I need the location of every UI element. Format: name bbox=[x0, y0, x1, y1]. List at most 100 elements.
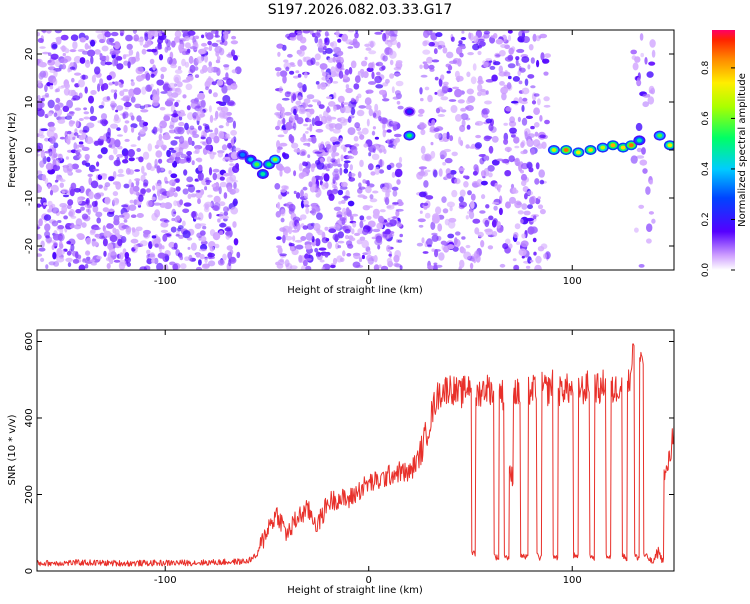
heatmap-noise-blob bbox=[163, 115, 171, 122]
heatmap-noise-blob bbox=[294, 239, 303, 243]
heatmap-noise-blob bbox=[218, 125, 224, 129]
heatmap-noise-blob bbox=[340, 181, 348, 188]
heatmap-noise-blob bbox=[49, 135, 56, 144]
heatmap-noise-blob bbox=[212, 152, 217, 155]
heatmap-noise-blob bbox=[184, 122, 189, 131]
heatmap-noise-blob bbox=[174, 136, 181, 140]
heatmap-noise-blob bbox=[386, 245, 391, 252]
heatmap-noise-blob bbox=[478, 41, 486, 47]
heatmap-noise-blob bbox=[136, 148, 141, 152]
heatmap-noise-blob bbox=[503, 138, 509, 145]
heatmap-noise-blob bbox=[317, 84, 322, 88]
heatmap-noise-blob bbox=[73, 142, 78, 150]
heatmap-noise-blob bbox=[155, 183, 162, 191]
heatmap-noise-blob bbox=[420, 74, 428, 78]
heatmap-noise-blob bbox=[200, 189, 205, 196]
heatmap-noise-blob bbox=[636, 147, 643, 153]
heatmap-noise-blob bbox=[640, 52, 644, 58]
heatmap-noise-blob bbox=[288, 226, 293, 235]
heatmap-noise-blob bbox=[112, 197, 120, 206]
heatmap-noise-blob bbox=[430, 141, 434, 146]
heatmap-noise-blob bbox=[345, 87, 353, 94]
heatmap-noise-blob bbox=[362, 205, 370, 211]
heatmap-noise-blob bbox=[343, 162, 349, 169]
heatmap-noise-blob bbox=[106, 263, 111, 269]
heatmap-noise-blob bbox=[233, 188, 240, 194]
heatmap-signal-peak bbox=[628, 143, 634, 148]
heatmap-noise-blob bbox=[163, 219, 170, 223]
heatmap-noise-blob bbox=[171, 217, 176, 222]
heatmap-noise-blob bbox=[291, 142, 299, 149]
heatmap-noise-blob bbox=[119, 252, 124, 260]
heatmap-noise-blob bbox=[534, 178, 540, 185]
heatmap-noise-blob bbox=[477, 231, 484, 238]
snr-y-axis-label: SNR (10 * v/v) bbox=[7, 414, 18, 485]
heatmap-noise-blob bbox=[642, 101, 649, 108]
heatmap-noise-blob bbox=[419, 210, 423, 214]
heatmap-noise-blob bbox=[335, 30, 340, 38]
heatmap-noise-blob bbox=[317, 229, 324, 236]
heatmap-noise-blob bbox=[483, 61, 489, 68]
heatmap-noise-blob bbox=[364, 97, 372, 106]
heatmap-noise-blob bbox=[432, 215, 440, 224]
snr-panel: -100 0 100 0 200 400 600 Height of straight li… bbox=[7, 329, 675, 596]
heatmap-noise-blob bbox=[485, 118, 493, 124]
heatmap-noise-blob bbox=[463, 181, 469, 188]
heatmap-noise-blob bbox=[306, 223, 314, 230]
heatmap-noise-blob bbox=[297, 59, 303, 67]
heatmap-noise-blob bbox=[97, 154, 103, 159]
heatmap-noise-blob bbox=[203, 206, 210, 213]
heatmap-noise-blob bbox=[368, 152, 372, 157]
heatmap-noise-blob bbox=[227, 100, 235, 106]
heatmap-noise-blob bbox=[212, 172, 218, 181]
heatmap-noise-blob bbox=[327, 57, 334, 63]
heatmap-noise-blob bbox=[129, 186, 134, 195]
heatmap-noise-blob bbox=[56, 256, 65, 263]
heatmap-noise-blob bbox=[169, 124, 175, 129]
heatmap-noise-blob bbox=[102, 238, 108, 247]
heatmap-noise-blob bbox=[296, 222, 301, 231]
heatmap-noise-blob bbox=[216, 79, 224, 86]
heatmap-noise-blob bbox=[88, 191, 94, 200]
heatmap-noise-blob bbox=[84, 43, 89, 50]
heatmap-noise-blob bbox=[87, 49, 96, 57]
heatmap-noise-blob bbox=[125, 168, 131, 175]
heatmap-noise-blob bbox=[342, 78, 350, 83]
heatmap-noise-blob bbox=[187, 193, 192, 200]
heatmap-noise-blob bbox=[495, 54, 501, 57]
heatmap-noise-blob bbox=[43, 202, 47, 206]
heatmap-noise-blob bbox=[73, 188, 81, 193]
heatmap-noise-blob bbox=[374, 75, 382, 84]
heatmap-noise-blob bbox=[130, 96, 136, 103]
heatmap-noise-blob bbox=[452, 86, 460, 90]
colorbar-label: Normalized spectral amplitude bbox=[737, 73, 748, 227]
heatmap-noise-blob bbox=[120, 263, 127, 267]
heatmap-noise-blob bbox=[47, 112, 53, 117]
heatmap-noise-blob bbox=[61, 190, 66, 195]
heatmap-noise-blob bbox=[128, 179, 132, 187]
heatmap-noise-blob bbox=[304, 253, 309, 259]
heatmap-noise-blob bbox=[448, 60, 457, 64]
heatmap-noise-blob bbox=[218, 130, 225, 139]
heatmap-noise-blob bbox=[94, 49, 101, 55]
heatmap-noise-blob bbox=[344, 229, 351, 234]
heatmap-noise-blob bbox=[113, 259, 121, 263]
snr-y-tick-label: 600 bbox=[24, 332, 35, 351]
heatmap-noise-blob bbox=[354, 122, 361, 129]
heatmap-noise-blob bbox=[222, 215, 229, 220]
heatmap-noise-blob bbox=[223, 211, 229, 217]
heatmap-noise-blob bbox=[53, 142, 59, 149]
heatmap-noise-blob bbox=[160, 229, 169, 233]
heatmap-noise-blob bbox=[527, 226, 535, 235]
heatmap-noise-blob bbox=[223, 136, 231, 140]
heatmap-noise-blob bbox=[130, 123, 138, 129]
heatmap-noise-blob bbox=[513, 136, 520, 144]
heatmap-noise-blob bbox=[107, 242, 114, 251]
heatmap-noise-blob bbox=[44, 137, 50, 142]
heatmap-noise-blob bbox=[451, 189, 458, 198]
heatmap-noise-blob bbox=[438, 78, 443, 87]
heatmap-noise-blob bbox=[392, 145, 396, 149]
heatmap-noise-blob bbox=[103, 120, 109, 125]
heatmap-noise-blob bbox=[116, 63, 124, 70]
heatmap-noise-blob bbox=[148, 241, 153, 250]
